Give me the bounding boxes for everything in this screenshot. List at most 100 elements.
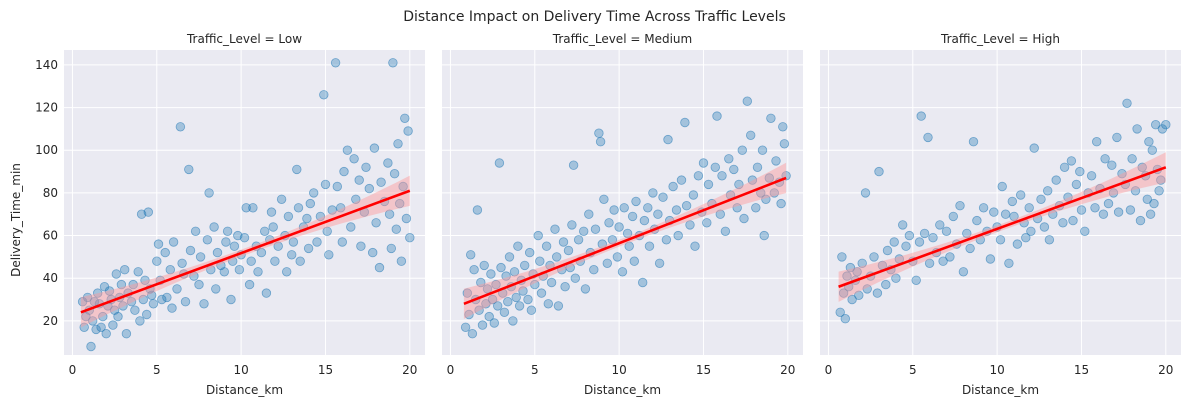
data-point <box>668 181 678 192</box>
data-point <box>560 282 570 292</box>
y-tick-label: 140 <box>35 58 58 72</box>
data-point <box>840 314 851 324</box>
data-point <box>361 162 371 173</box>
data-point <box>462 288 473 298</box>
data-point <box>889 237 899 247</box>
data-point <box>558 237 569 247</box>
data-point <box>194 279 204 290</box>
data-point <box>356 241 366 251</box>
data-point <box>246 256 256 266</box>
data-point <box>553 301 564 311</box>
data-point <box>533 230 543 241</box>
data-point <box>584 209 594 219</box>
data-point <box>514 301 525 311</box>
data-point <box>190 226 201 237</box>
data-point <box>761 194 771 205</box>
data-point <box>241 203 251 213</box>
data-point <box>698 158 709 168</box>
data-point <box>1039 222 1050 232</box>
data-point <box>211 284 221 294</box>
data-point <box>287 250 297 260</box>
data-point <box>324 250 334 260</box>
data-point <box>364 183 375 194</box>
data-point <box>567 220 577 230</box>
data-point <box>388 58 398 68</box>
data-point <box>1029 143 1039 153</box>
data-point <box>776 198 786 209</box>
data-point <box>845 262 856 273</box>
data-point <box>732 203 742 213</box>
data-point <box>481 299 491 309</box>
data-point <box>1058 218 1068 228</box>
data-point <box>167 303 177 313</box>
data-point <box>138 294 149 305</box>
data-point <box>622 228 633 239</box>
data-point <box>130 305 140 315</box>
data-point <box>1051 175 1061 185</box>
regression-line <box>80 189 411 314</box>
x-tick-label: 10 <box>989 363 1004 377</box>
data-point <box>180 297 191 307</box>
data-point <box>835 307 845 318</box>
data-point <box>501 271 511 281</box>
data-point <box>460 322 471 333</box>
data-point <box>520 260 530 271</box>
x-tick-label: 0 <box>825 363 833 377</box>
data-point <box>1004 258 1014 269</box>
data-point <box>266 207 277 217</box>
data-point <box>941 226 952 237</box>
data-point <box>371 218 381 228</box>
data-point <box>1100 154 1110 164</box>
data-point <box>1090 203 1100 213</box>
data-point <box>351 194 361 205</box>
data-point <box>648 188 658 198</box>
data-point <box>472 205 483 215</box>
data-point <box>489 318 500 328</box>
data-point <box>945 252 955 262</box>
data-point <box>985 254 996 264</box>
data-point <box>1042 186 1053 196</box>
data-point <box>1145 209 1156 219</box>
data-point <box>342 145 353 155</box>
data-point <box>1024 203 1034 213</box>
data-point <box>293 203 304 213</box>
data-point <box>464 309 474 320</box>
data-point <box>157 294 167 305</box>
data-point <box>168 237 179 247</box>
data-point <box>113 311 123 322</box>
data-point <box>504 252 515 262</box>
data-point <box>872 288 883 298</box>
data-point <box>209 222 219 232</box>
data-point <box>509 267 520 277</box>
data-point <box>978 203 989 213</box>
data-point <box>87 316 98 326</box>
data-point <box>400 113 410 124</box>
panels: Traffic_Level = Low 0 5 10 15 20 Distance_km 20… <box>35 32 1181 397</box>
data-point <box>1144 136 1154 147</box>
data-point <box>140 275 150 286</box>
data-point <box>1103 198 1114 209</box>
data-point <box>1059 162 1070 173</box>
data-point <box>1107 160 1117 170</box>
data-point <box>911 275 921 286</box>
data-point <box>631 196 641 207</box>
data-point <box>948 211 959 222</box>
data-point <box>543 299 554 309</box>
data-point <box>690 241 700 251</box>
data-point <box>766 113 776 124</box>
data-point <box>248 203 258 213</box>
data-point <box>857 258 867 269</box>
data-point <box>751 203 761 213</box>
data-point <box>162 292 172 303</box>
data-point <box>327 205 337 215</box>
data-point <box>710 162 721 173</box>
data-point <box>914 237 925 247</box>
data-point <box>778 122 788 132</box>
x-tick-label: 5 <box>909 363 917 377</box>
data-point <box>612 252 623 262</box>
data-point <box>1154 186 1164 196</box>
data-point <box>398 181 408 192</box>
data-point <box>91 324 101 335</box>
data-point <box>842 271 852 281</box>
data-point <box>273 241 283 251</box>
